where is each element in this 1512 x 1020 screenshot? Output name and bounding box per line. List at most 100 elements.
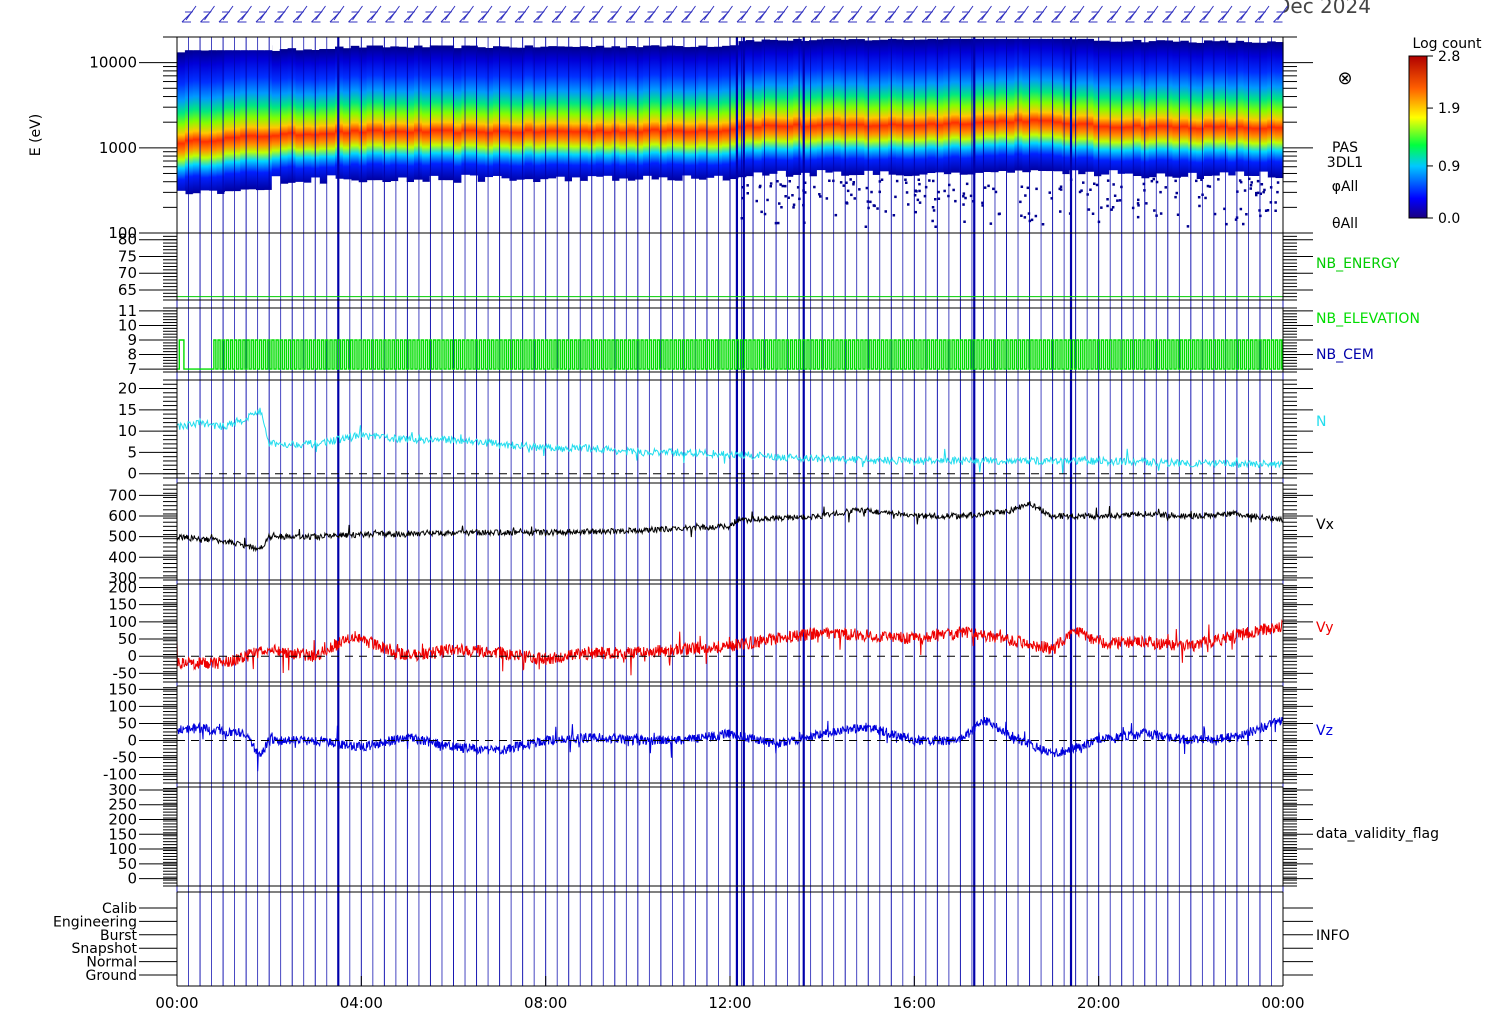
spectrogram-mask [935, 0, 944, 39]
spectrogram-column [524, 45, 534, 180]
spectrogram-column [603, 47, 613, 183]
spectrogram-mask [856, 174, 865, 235]
spectrogram-mask [880, 171, 889, 235]
spectrogram-mask [998, 0, 1008, 39]
spectrogram-column [1148, 41, 1158, 178]
y-tick-label: 65 [118, 281, 137, 299]
spectrogram-speckle [923, 194, 927, 198]
spectrogram-mask [777, 170, 786, 235]
spectrogram-mask [1061, 0, 1071, 39]
header-annotation-mark [1254, 5, 1270, 23]
spectrogram-column [674, 46, 684, 181]
spectrogram-speckle [1058, 187, 1061, 191]
spectrogram-mask [327, 175, 336, 235]
spectrogram-speckle [1035, 187, 1038, 191]
spectrogram-speckle [1087, 208, 1091, 211]
header-annotation-mark [533, 5, 548, 23]
spectrogram-mask [1227, 175, 1237, 235]
spectrogram-column [1006, 36, 1015, 173]
spectrogram-speckle [842, 184, 845, 187]
spectrogram-mask [421, 0, 431, 46]
spectrogram-mask [1014, 179, 1023, 235]
spectrogram-mask [240, 194, 249, 235]
spectrogram-mask [1196, 180, 1205, 235]
spectrogram-column [1164, 40, 1173, 177]
spectrogram-speckle [1159, 212, 1163, 215]
spectrogram-speckle [1174, 179, 1177, 183]
spectrogram-column [824, 38, 834, 175]
y-tick-label: 0 [127, 647, 137, 665]
info-category-label: Burst [100, 928, 138, 944]
spectrogram-column [382, 47, 391, 183]
y-tick-label: 50 [118, 714, 137, 732]
spectrogram-speckle [769, 185, 772, 188]
spectrogram-speckle [1239, 180, 1243, 184]
series-label-nb_energy: NB_ENERGY [1316, 256, 1400, 272]
header-annotation-mark [773, 5, 789, 23]
spectrogram-mask [540, 179, 549, 235]
spectrogram-column [809, 40, 818, 177]
spectrogram-mask [1101, 0, 1110, 39]
spectrogram-mask [635, 179, 644, 235]
series-label-info: INFO [1316, 928, 1350, 944]
spectrogram-speckle [1195, 179, 1198, 183]
spectrogram-mask [1259, 0, 1268, 39]
spectrogram-speckle [1239, 207, 1243, 211]
y-tick-label: 15 [118, 401, 137, 419]
spectrogram-mask [658, 177, 668, 235]
spectrogram-speckle [1106, 204, 1109, 208]
spectrogram-mask [358, 184, 368, 235]
y-tick-label: 0 [127, 465, 137, 483]
spectrogram-mask [706, 177, 715, 235]
spectrogram-mask [785, 178, 794, 235]
spectrogram-mask [184, 194, 194, 235]
spectrogram-speckle [1204, 196, 1207, 200]
spectrogram-column [1275, 42, 1284, 179]
spectrogram-speckle [803, 181, 807, 184]
spectrogram-column [627, 46, 636, 181]
spectrogram-column [998, 35, 1008, 172]
spectrogram-speckle [1225, 222, 1228, 226]
spectrogram-speckle [755, 199, 758, 203]
series-vx-line [176, 501, 1283, 553]
spectrogram-speckle [1136, 202, 1140, 205]
y-tick-label: 100 [108, 613, 137, 631]
spectrogram-mask [714, 0, 723, 46]
spectrogram-speckle [845, 181, 848, 184]
spectrogram-mask [824, 0, 834, 39]
spectrogram-mask [943, 0, 952, 39]
y-tick-label: 150 [108, 825, 137, 843]
spectrogram-column [477, 47, 486, 182]
spectrogram-column [327, 48, 336, 184]
spectrogram-column [350, 45, 360, 181]
spectrogram-mask [342, 0, 352, 46]
spectrogram-speckle [1034, 214, 1038, 218]
spectrogram-speckle [981, 204, 984, 207]
spectrogram-mask [587, 0, 597, 46]
spectrogram-mask [745, 177, 755, 235]
spectrogram-mask [737, 0, 747, 39]
y-tick-label: 400 [108, 548, 137, 566]
spectrogram-mask [445, 0, 455, 46]
spectrogram-column [398, 46, 407, 182]
spectrogram-column [769, 39, 778, 176]
spectrogram-column [1085, 38, 1094, 175]
spectrogram-speckle [1116, 199, 1119, 202]
spectrogram-speckle [1020, 185, 1024, 188]
spectrogram-mask [1219, 172, 1229, 235]
x-tick-label: 04:00 [340, 994, 383, 1012]
series-n-line [176, 407, 1284, 475]
spectrogram-mask [801, 172, 810, 235]
spectrogram-speckle [1276, 190, 1279, 194]
spectrogram-mask [1243, 175, 1252, 235]
spectrogram-column [682, 47, 692, 182]
header-annotation-mark [514, 5, 530, 23]
spectrogram-column [753, 41, 763, 178]
spectrogram-mask [1211, 0, 1221, 39]
spectrogram-speckle [892, 214, 896, 217]
spectrogram-column [666, 45, 676, 181]
header-annotation-mark [884, 5, 900, 23]
header-annotation-mark [662, 5, 678, 23]
spectrogram-speckle [1153, 209, 1156, 212]
y-axis-label: E (eV) [28, 114, 44, 156]
